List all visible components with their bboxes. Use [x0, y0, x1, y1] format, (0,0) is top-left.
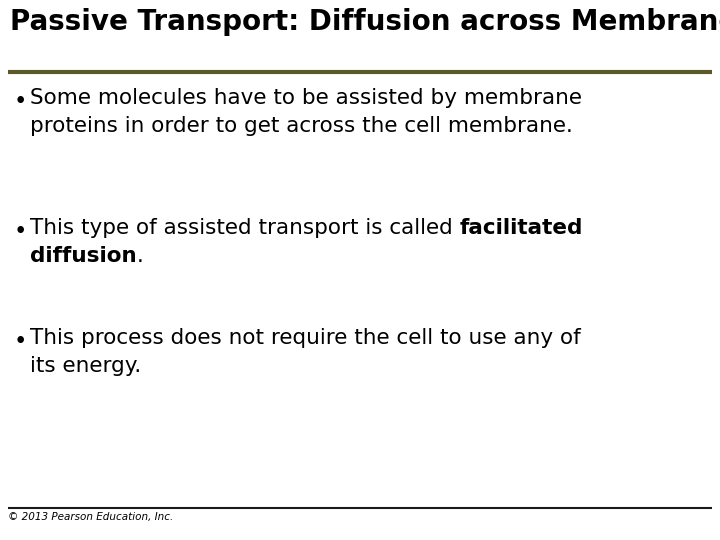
Text: Passive Transport: Diffusion across Membranes: Passive Transport: Diffusion across Memb…: [10, 8, 720, 36]
Text: diffusion: diffusion: [30, 246, 137, 266]
Text: proteins in order to get across the cell membrane.: proteins in order to get across the cell…: [30, 116, 573, 136]
Text: •: •: [14, 90, 27, 113]
Text: .: .: [137, 246, 143, 266]
Text: Some molecules have to be assisted by membrane: Some molecules have to be assisted by me…: [30, 88, 582, 108]
Text: •: •: [14, 330, 27, 353]
Text: This process does not require the cell to use any of: This process does not require the cell t…: [30, 328, 581, 348]
Text: its energy.: its energy.: [30, 356, 141, 376]
Text: facilitated: facilitated: [459, 218, 583, 238]
Text: © 2013 Pearson Education, Inc.: © 2013 Pearson Education, Inc.: [8, 512, 174, 522]
Text: •: •: [14, 220, 27, 243]
Text: This type of assisted transport is called: This type of assisted transport is calle…: [30, 218, 459, 238]
